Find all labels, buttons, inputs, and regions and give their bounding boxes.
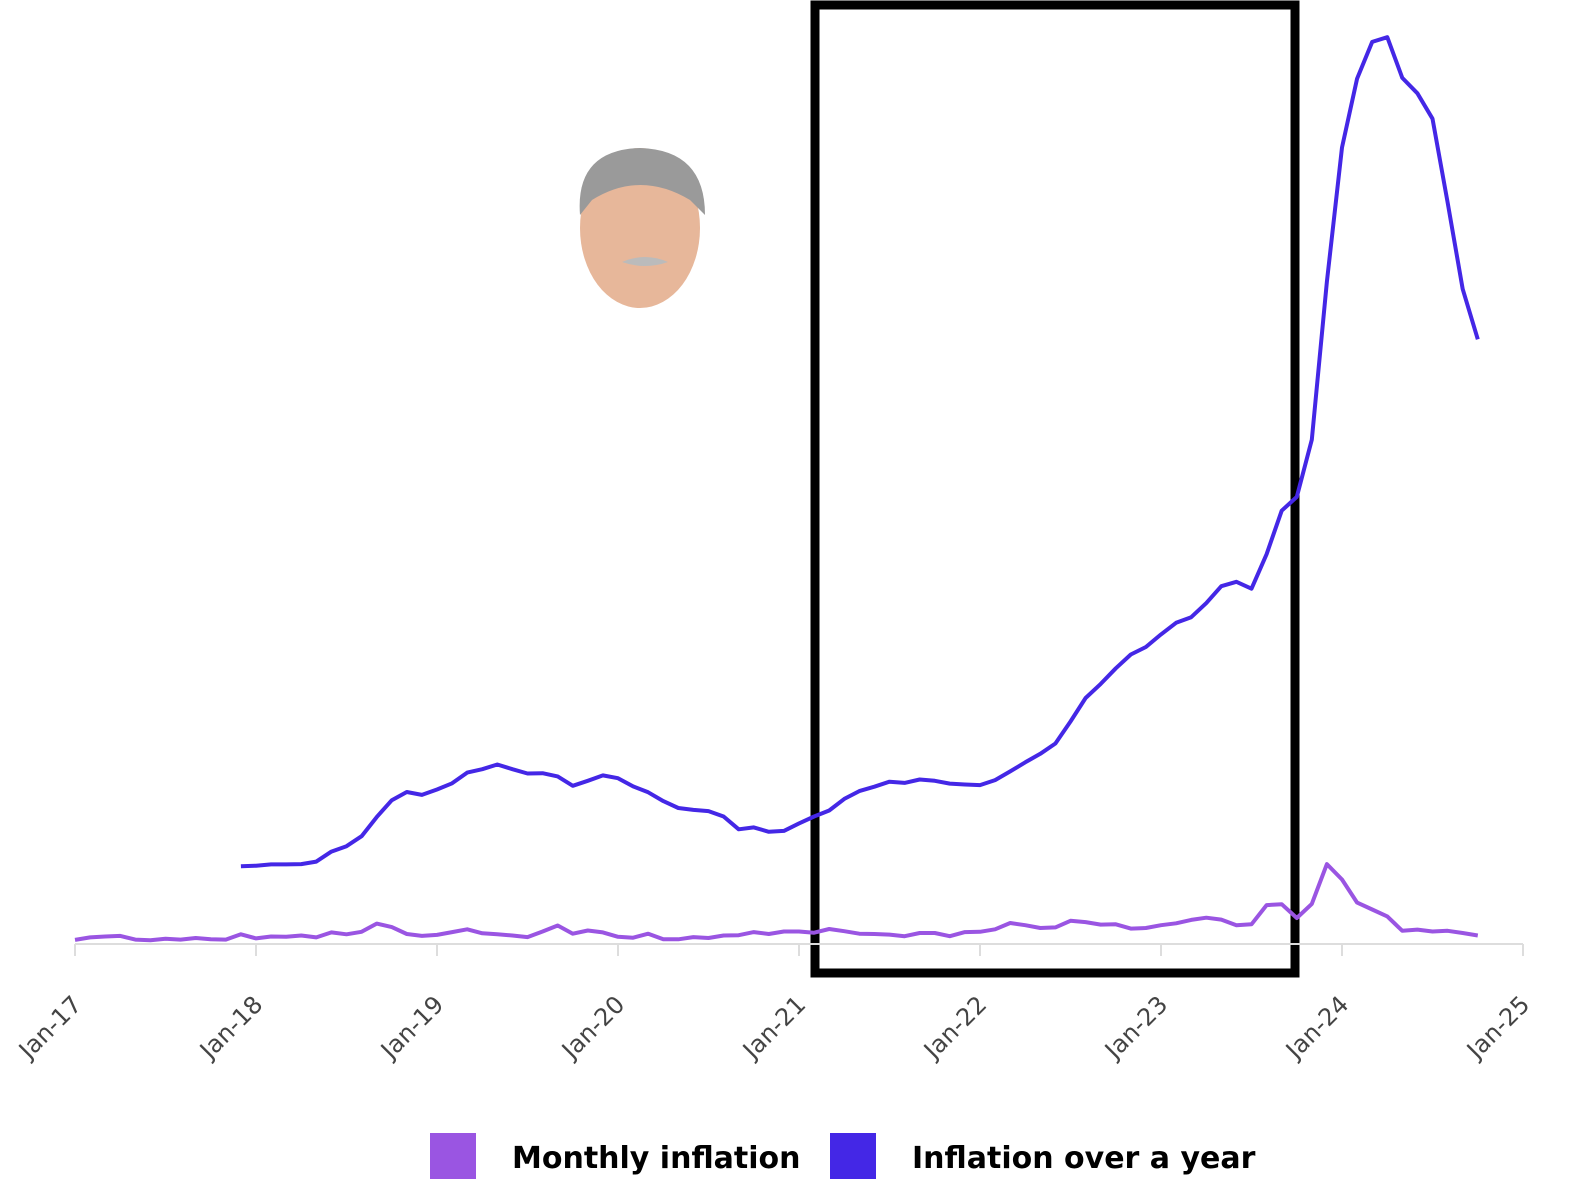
line-series [74, 862, 1479, 943]
x-tick-label: Jan-25 [1460, 990, 1535, 1065]
x-tick-label: Jan-21 [736, 990, 811, 1065]
line-series [240, 35, 1480, 869]
x-tick-label: Jan-22 [917, 990, 992, 1065]
x-tick-label: Jan-24 [1279, 990, 1354, 1065]
x-tick-label: Jan-23 [1098, 990, 1173, 1065]
x-tick-label: Jan-17 [12, 990, 87, 1065]
highlight-box [810, 0, 1300, 978]
legend-label: Inflation over a year [912, 1141, 1256, 1176]
x-tick-label: Jan-19 [374, 990, 449, 1065]
portrait [579, 148, 705, 308]
x-tick-label: Jan-20 [555, 990, 630, 1065]
legend-swatch [830, 1133, 876, 1179]
legend-label: Monthly inflation [512, 1141, 801, 1176]
legend-swatch [430, 1133, 476, 1179]
x-tick-label: Jan-18 [193, 990, 268, 1065]
